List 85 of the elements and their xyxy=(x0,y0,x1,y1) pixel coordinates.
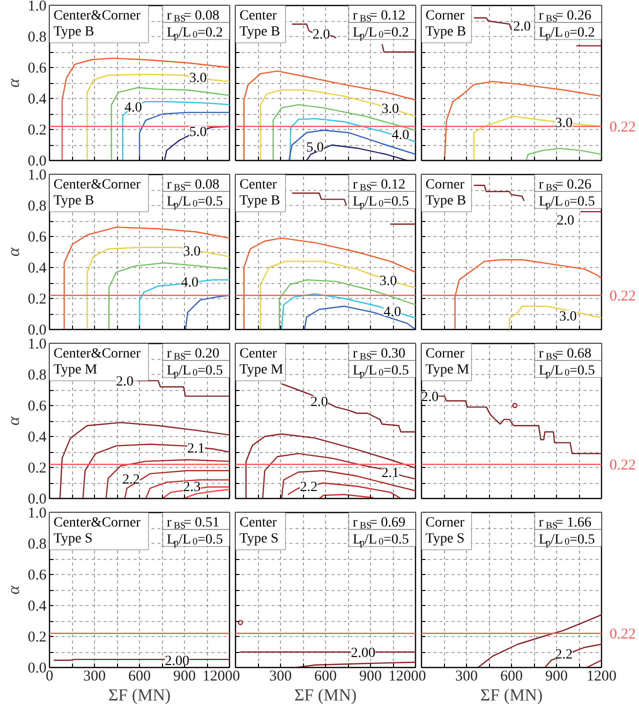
x-tick-label: 300 xyxy=(455,668,478,684)
y-tick-label: 1.0 xyxy=(28,168,46,184)
x-tick-label: 600 xyxy=(500,668,523,684)
y-tick-label: 0.2 xyxy=(28,630,46,646)
x-axis-title: ΣF (MN) xyxy=(294,686,357,704)
x-tick-label: 0 xyxy=(232,668,240,684)
x-tick-label: 900 xyxy=(359,668,382,684)
x-tick-label: 300 xyxy=(269,668,292,684)
annotation: Center&Corner Type B xyxy=(54,8,141,40)
y-tick-label: 0.6 xyxy=(28,60,47,76)
y-tick-label: 0.8 xyxy=(28,198,46,214)
y-tick-label: 1.0 xyxy=(28,336,46,352)
x-tick-label: 1200 xyxy=(202,668,232,684)
annotation: 2.00 xyxy=(164,654,190,669)
x-axis-title: ΣF (MN) xyxy=(108,686,171,704)
x-tick-label: 1200 xyxy=(388,668,418,684)
annotation: 2.0 xyxy=(312,27,330,42)
y-tick-label: 0.8 xyxy=(28,368,46,384)
annotation: Corner Type B xyxy=(426,178,466,209)
annotation: Corner Type S xyxy=(426,516,465,547)
y-tick-label: 0.0 xyxy=(28,154,46,170)
y-tick-label: 0.6 xyxy=(28,230,47,246)
y-tick-label: 0.0 xyxy=(28,492,46,508)
y-tick-label: 0.4 xyxy=(28,92,47,108)
annotation: 3.0 xyxy=(559,310,577,325)
y-tick-label: 0.8 xyxy=(28,30,46,46)
y-tick-label: 0.4 xyxy=(28,598,47,614)
y-tick-label: 0.0 xyxy=(28,660,46,676)
y-tick-label: 0.8 xyxy=(28,536,46,552)
x-tick-label: 0 xyxy=(46,668,54,684)
annotation: 2.0 xyxy=(116,374,134,390)
annotation: 2.0 xyxy=(421,390,439,406)
annotation: Corner Type B xyxy=(426,8,466,40)
annotation: 2.0 xyxy=(513,20,531,35)
y-tick-label: 0.2 xyxy=(28,292,46,308)
annotation: 2.2 xyxy=(300,480,318,496)
annotation: 3.0 xyxy=(189,70,207,86)
annotation: 5.0 xyxy=(306,140,324,156)
y-tick-label: 0.2 xyxy=(28,460,46,476)
y-tick-label: 0.2 xyxy=(28,122,46,138)
x-tick-label: 900 xyxy=(173,668,196,684)
annotation: 2.2 xyxy=(555,648,573,663)
annotation: 4.0 xyxy=(384,304,402,320)
x-tick-label: 600 xyxy=(128,668,151,684)
annotation: 2.1 xyxy=(187,441,205,456)
ref-line-label: 0.22 xyxy=(610,457,636,474)
annotation: 2.0 xyxy=(556,213,574,228)
annotation: Center Type B xyxy=(240,178,280,209)
y-axis-title: α xyxy=(4,584,23,594)
annotation: Center Type S xyxy=(240,516,279,547)
y-tick-label: 1.0 xyxy=(28,0,46,14)
y-axis-title: α xyxy=(4,246,23,256)
y-tick-label: 0.4 xyxy=(28,430,47,446)
annotation: 3.0 xyxy=(382,102,400,117)
annotation: 2.2 xyxy=(122,472,140,488)
y-tick-label: 0.4 xyxy=(28,260,47,276)
x-axis-title: ΣF (MN) xyxy=(480,686,543,704)
ref-line-label: 0.22 xyxy=(610,288,636,304)
annotation: 2.3 xyxy=(183,480,201,496)
annotation: 3.0 xyxy=(555,116,573,131)
x-tick-label: 900 xyxy=(545,668,568,684)
y-tick-label: 0.6 xyxy=(28,398,47,414)
y-tick-label: 1.0 xyxy=(28,506,46,522)
x-tick-label: 600 xyxy=(314,668,337,684)
annotation: 4.0 xyxy=(392,128,410,144)
annotation: 3.0 xyxy=(379,274,397,289)
x-tick-label: 1200 xyxy=(586,668,616,684)
y-axis-title: α xyxy=(4,415,23,426)
x-tick-label: 300 xyxy=(83,668,106,684)
annotation: Center Type M xyxy=(240,346,284,378)
y-axis-title: α xyxy=(4,77,23,88)
y-tick-label: 0.6 xyxy=(28,568,47,584)
x-tick-label: 0 xyxy=(418,668,426,684)
annotation: 2.1 xyxy=(382,466,400,482)
annotation: Corner Type M xyxy=(426,346,470,378)
annotation: Center&Corner Type B xyxy=(54,178,141,209)
annotation: 2.00 xyxy=(350,646,376,661)
annotation: 2.0 xyxy=(310,394,328,410)
y-tick-label: 0.0 xyxy=(28,322,46,338)
ref-line-label: 0.22 xyxy=(610,626,636,642)
ref-line-label: 0.22 xyxy=(610,119,636,136)
annotation: Center Type B xyxy=(240,8,280,40)
annotation: Center&Corner Type S xyxy=(54,516,141,547)
annotation: 4.0 xyxy=(181,275,198,290)
annotation: 3.0 xyxy=(183,244,201,260)
